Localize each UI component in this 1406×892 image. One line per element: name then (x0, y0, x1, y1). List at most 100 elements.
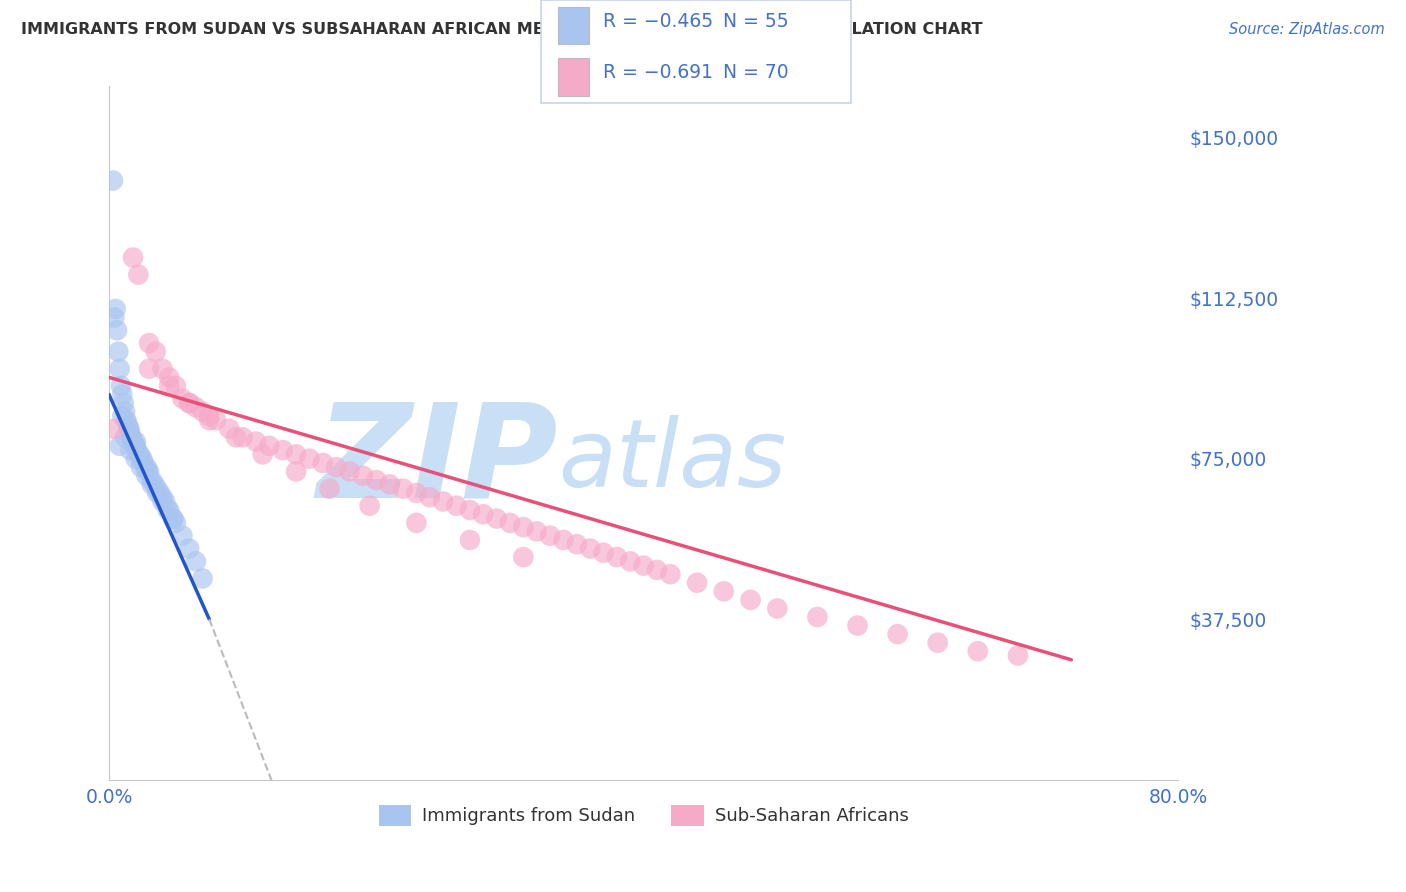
Point (318, 482, 340, 496)
Point (312, 456, 335, 470)
Point (101, 173, 124, 187)
Point (886, 627, 908, 641)
Point (485, 511, 508, 525)
Point (157, 370, 180, 384)
Point (553, 533, 575, 547)
Point (152, 494, 174, 508)
Text: N = 70: N = 70 (723, 63, 789, 82)
Point (179, 541, 201, 556)
Point (252, 447, 274, 461)
Text: Source: ZipAtlas.com: Source: ZipAtlas.com (1229, 22, 1385, 37)
Point (132, 456, 155, 470)
Point (115, 413, 138, 427)
Text: N = 55: N = 55 (723, 12, 789, 30)
Legend: Immigrants from Sudan, Sub-Saharan Africans: Immigrants from Sudan, Sub-Saharan Afric… (371, 797, 915, 833)
Point (366, 473, 388, 487)
Point (285, 465, 308, 479)
Text: IMMIGRANTS FROM SUDAN VS SUBSAHARAN AFRICAN MEDIAN HOUSEHOLD INCOME CORRELATION : IMMIGRANTS FROM SUDAN VS SUBSAHARAN AFRI… (21, 22, 983, 37)
Point (766, 601, 789, 615)
Point (127, 447, 149, 461)
Text: ZIP: ZIP (316, 397, 558, 524)
Point (162, 511, 184, 525)
Point (405, 516, 427, 530)
Point (162, 511, 184, 525)
Text: R = −0.691: R = −0.691 (603, 63, 713, 82)
Point (285, 447, 308, 461)
Point (740, 593, 762, 607)
Point (325, 460, 347, 475)
Point (129, 451, 152, 466)
Point (118, 422, 141, 436)
Point (378, 477, 401, 491)
Point (179, 396, 201, 410)
Point (156, 503, 179, 517)
Point (146, 482, 169, 496)
Point (129, 460, 152, 475)
Point (526, 524, 548, 539)
Point (1007, 648, 1029, 663)
Point (359, 499, 381, 513)
Point (458, 503, 481, 517)
Point (146, 486, 169, 500)
Point (122, 434, 145, 449)
Point (138, 361, 160, 376)
Point (419, 490, 441, 504)
Point (103, 422, 125, 436)
Point (125, 443, 148, 458)
Point (846, 618, 869, 632)
Point (446, 499, 468, 513)
Point (512, 520, 534, 534)
Point (128, 447, 150, 461)
Point (104, 301, 127, 316)
Point (153, 494, 176, 508)
Point (191, 572, 214, 586)
Point (259, 439, 281, 453)
Point (120, 443, 142, 458)
Point (143, 477, 166, 491)
Point (157, 503, 180, 517)
Point (606, 550, 628, 565)
Point (245, 434, 267, 449)
Point (112, 396, 135, 410)
Point (405, 486, 427, 500)
Point (157, 379, 180, 393)
Point (352, 468, 374, 483)
Point (458, 533, 481, 547)
Point (118, 422, 141, 436)
Point (686, 575, 709, 590)
Point (432, 494, 454, 508)
Point (592, 546, 614, 560)
Point (152, 490, 174, 504)
Point (149, 486, 172, 500)
Point (165, 516, 187, 530)
Point (138, 336, 160, 351)
Point (205, 413, 228, 427)
Point (134, 460, 156, 475)
Point (184, 554, 207, 568)
Point (165, 379, 187, 393)
Point (512, 550, 534, 565)
Point (122, 251, 145, 265)
Point (298, 451, 321, 466)
Point (120, 425, 142, 440)
Point (111, 409, 134, 423)
Point (172, 529, 194, 543)
Point (110, 379, 132, 393)
Point (472, 508, 495, 522)
Point (117, 417, 139, 432)
Point (966, 644, 988, 658)
Point (633, 558, 655, 573)
Point (198, 409, 221, 423)
Point (152, 361, 174, 376)
Point (645, 563, 668, 577)
Point (806, 610, 828, 624)
Point (141, 473, 163, 487)
Point (392, 482, 415, 496)
Point (225, 430, 247, 444)
Point (103, 310, 125, 325)
Point (659, 567, 682, 582)
Point (145, 344, 167, 359)
Point (179, 396, 201, 410)
Point (141, 477, 163, 491)
Point (499, 516, 522, 530)
